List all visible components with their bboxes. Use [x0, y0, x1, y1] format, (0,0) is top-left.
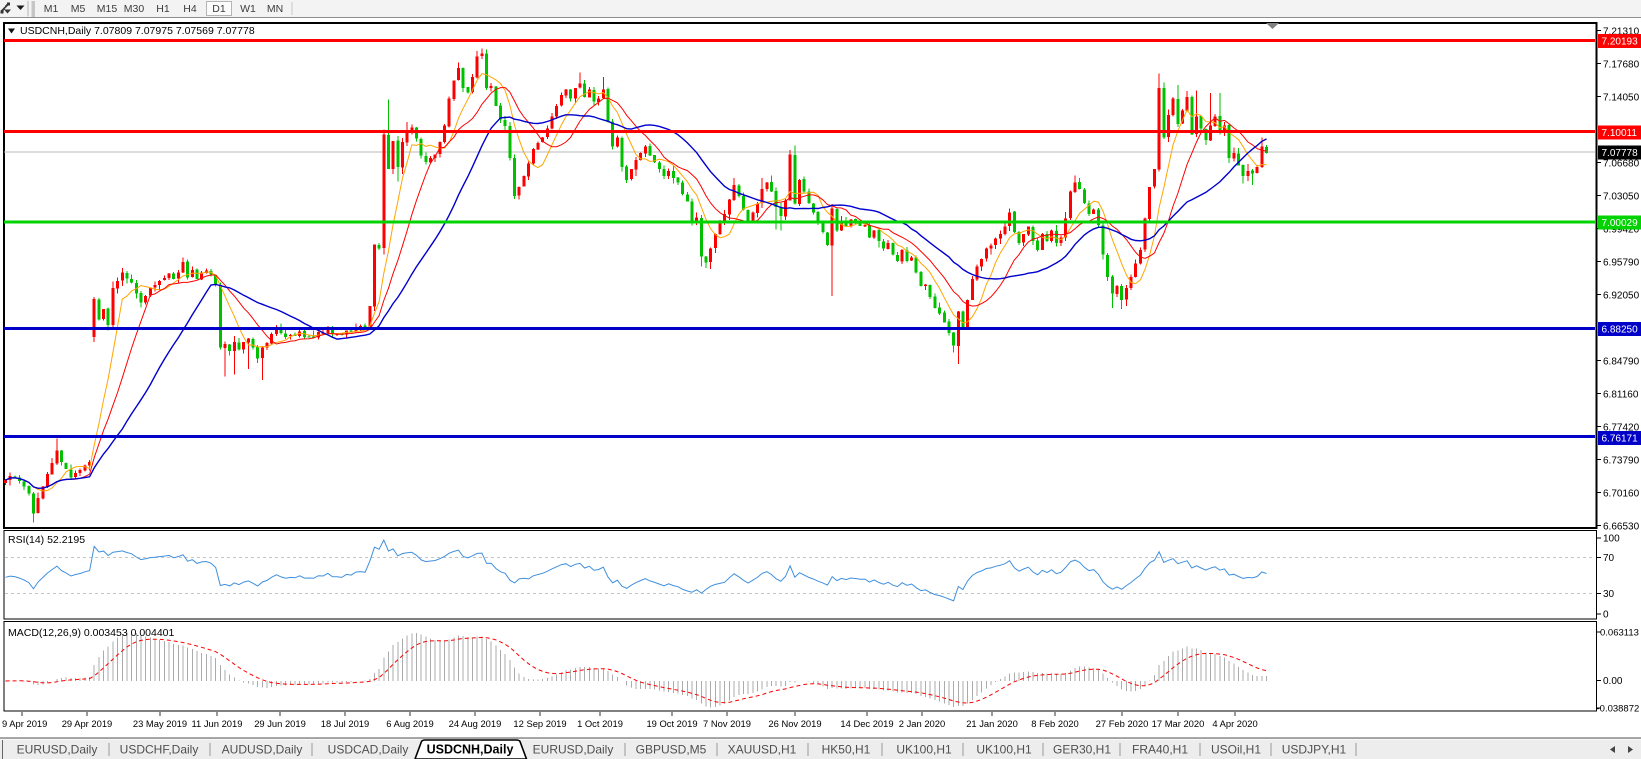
svg-text:17 Mar 2020: 17 Mar 2020 — [1152, 718, 1205, 729]
svg-text:6.84790: 6.84790 — [1603, 357, 1640, 368]
svg-text:6.73790: 6.73790 — [1603, 456, 1640, 467]
svg-text:AUDUSD,Daily: AUDUSD,Daily — [222, 743, 303, 757]
svg-text:USDCNH,Daily 7.07809 7.07975: USDCNH,Daily 7.07809 7.07975 7.07569 7.0… — [20, 25, 255, 37]
svg-text:-0.038872: -0.038872 — [1597, 704, 1640, 715]
svg-text:7.17680: 7.17680 — [1603, 60, 1640, 71]
svg-text:18 Jul 2019: 18 Jul 2019 — [321, 718, 369, 729]
svg-text:6.77420: 6.77420 — [1603, 423, 1640, 434]
svg-text:19 Oct 2019: 19 Oct 2019 — [646, 718, 697, 729]
svg-text:UK100,H1: UK100,H1 — [976, 743, 1032, 757]
svg-text:30: 30 — [1603, 589, 1615, 600]
svg-text:W1: W1 — [240, 3, 256, 15]
svg-text:6.95790: 6.95790 — [1603, 258, 1640, 269]
svg-text:USDJPY,H1: USDJPY,H1 — [1282, 743, 1347, 757]
svg-text:24 Aug 2019: 24 Aug 2019 — [449, 718, 502, 729]
svg-text:M1: M1 — [44, 3, 59, 15]
svg-text:0: 0 — [1603, 610, 1609, 621]
svg-text:7.00029: 7.00029 — [1602, 218, 1639, 229]
svg-text:29 Jun 2019: 29 Jun 2019 — [254, 718, 306, 729]
svg-text:7.10011: 7.10011 — [1602, 128, 1638, 139]
svg-text:M15: M15 — [97, 3, 118, 15]
svg-text:0.00: 0.00 — [1603, 676, 1623, 687]
svg-text:H1: H1 — [156, 3, 170, 15]
svg-text:8 Feb 2020: 8 Feb 2020 — [1031, 718, 1078, 729]
svg-text:27 Feb 2020: 27 Feb 2020 — [1096, 718, 1149, 729]
svg-text:6.70160: 6.70160 — [1603, 489, 1640, 500]
svg-text:6.88250: 6.88250 — [1602, 325, 1639, 336]
svg-text:7.14050: 7.14050 — [1603, 93, 1640, 104]
svg-text:GBPUSD,M5: GBPUSD,M5 — [636, 743, 707, 757]
svg-text:UK100,H1: UK100,H1 — [896, 743, 952, 757]
svg-text:RSI(14) 52.2195: RSI(14) 52.2195 — [8, 534, 85, 546]
svg-text:21 Jan 2020: 21 Jan 2020 — [966, 718, 1018, 729]
svg-text:23 May 2019: 23 May 2019 — [133, 718, 187, 729]
svg-text:1 Oct 2019: 1 Oct 2019 — [577, 718, 623, 729]
svg-text:6.92050: 6.92050 — [1603, 291, 1640, 302]
svg-text:6.81160: 6.81160 — [1603, 390, 1639, 401]
svg-text:7.20193: 7.20193 — [1602, 37, 1639, 48]
svg-text:XAUUSD,H1: XAUUSD,H1 — [728, 743, 797, 757]
svg-text:MACD(12,26,9) 0.003453 0.00440: MACD(12,26,9) 0.003453 0.004401 — [8, 627, 175, 639]
svg-text:M5: M5 — [71, 3, 86, 15]
svg-text:GER30,H1: GER30,H1 — [1053, 743, 1111, 757]
svg-text:29 Apr 2019: 29 Apr 2019 — [62, 718, 113, 729]
svg-text:7.21310: 7.21310 — [1603, 27, 1640, 38]
svg-text:7.03050: 7.03050 — [1603, 192, 1640, 203]
svg-text:7 Nov 2019: 7 Nov 2019 — [703, 718, 751, 729]
svg-text:2 Jan 2020: 2 Jan 2020 — [899, 718, 945, 729]
svg-text:12 Sep 2019: 12 Sep 2019 — [513, 718, 566, 729]
svg-text:26 Nov 2019: 26 Nov 2019 — [768, 718, 821, 729]
svg-text:USDCNH,Daily: USDCNH,Daily — [427, 743, 514, 757]
svg-text:USOil,H1: USOil,H1 — [1211, 743, 1261, 757]
svg-text:4 Apr 2020: 4 Apr 2020 — [1212, 718, 1257, 729]
svg-text:EURUSD,Daily: EURUSD,Daily — [533, 743, 614, 757]
svg-text:EURUSD,Daily: EURUSD,Daily — [17, 743, 98, 757]
svg-text:HK50,H1: HK50,H1 — [822, 743, 871, 757]
svg-text:7.07778: 7.07778 — [1602, 148, 1639, 159]
svg-text:USDCAD,Daily: USDCAD,Daily — [328, 743, 409, 757]
svg-text:14 Dec 2019: 14 Dec 2019 — [840, 718, 893, 729]
svg-text:0.063113: 0.063113 — [1600, 628, 1639, 639]
svg-text:6 Aug 2019: 6 Aug 2019 — [386, 718, 433, 729]
svg-text:FRA40,H1: FRA40,H1 — [1132, 743, 1188, 757]
svg-text:6.66530: 6.66530 — [1603, 522, 1640, 533]
svg-text:M30: M30 — [124, 3, 145, 15]
svg-text:9 Apr 2019: 9 Apr 2019 — [2, 718, 47, 729]
svg-text:6.76171: 6.76171 — [1602, 434, 1639, 445]
svg-text:100: 100 — [1603, 534, 1620, 545]
svg-text:70: 70 — [1603, 553, 1615, 564]
svg-text:7.06680: 7.06680 — [1603, 159, 1640, 170]
svg-text:11 Jun 2019: 11 Jun 2019 — [192, 718, 243, 729]
svg-text:H4: H4 — [183, 3, 197, 15]
svg-text:USDCHF,Daily: USDCHF,Daily — [120, 743, 199, 757]
svg-text:6.99420: 6.99420 — [1603, 225, 1640, 236]
svg-text:D1: D1 — [212, 3, 226, 15]
svg-text:MN: MN — [267, 3, 283, 15]
